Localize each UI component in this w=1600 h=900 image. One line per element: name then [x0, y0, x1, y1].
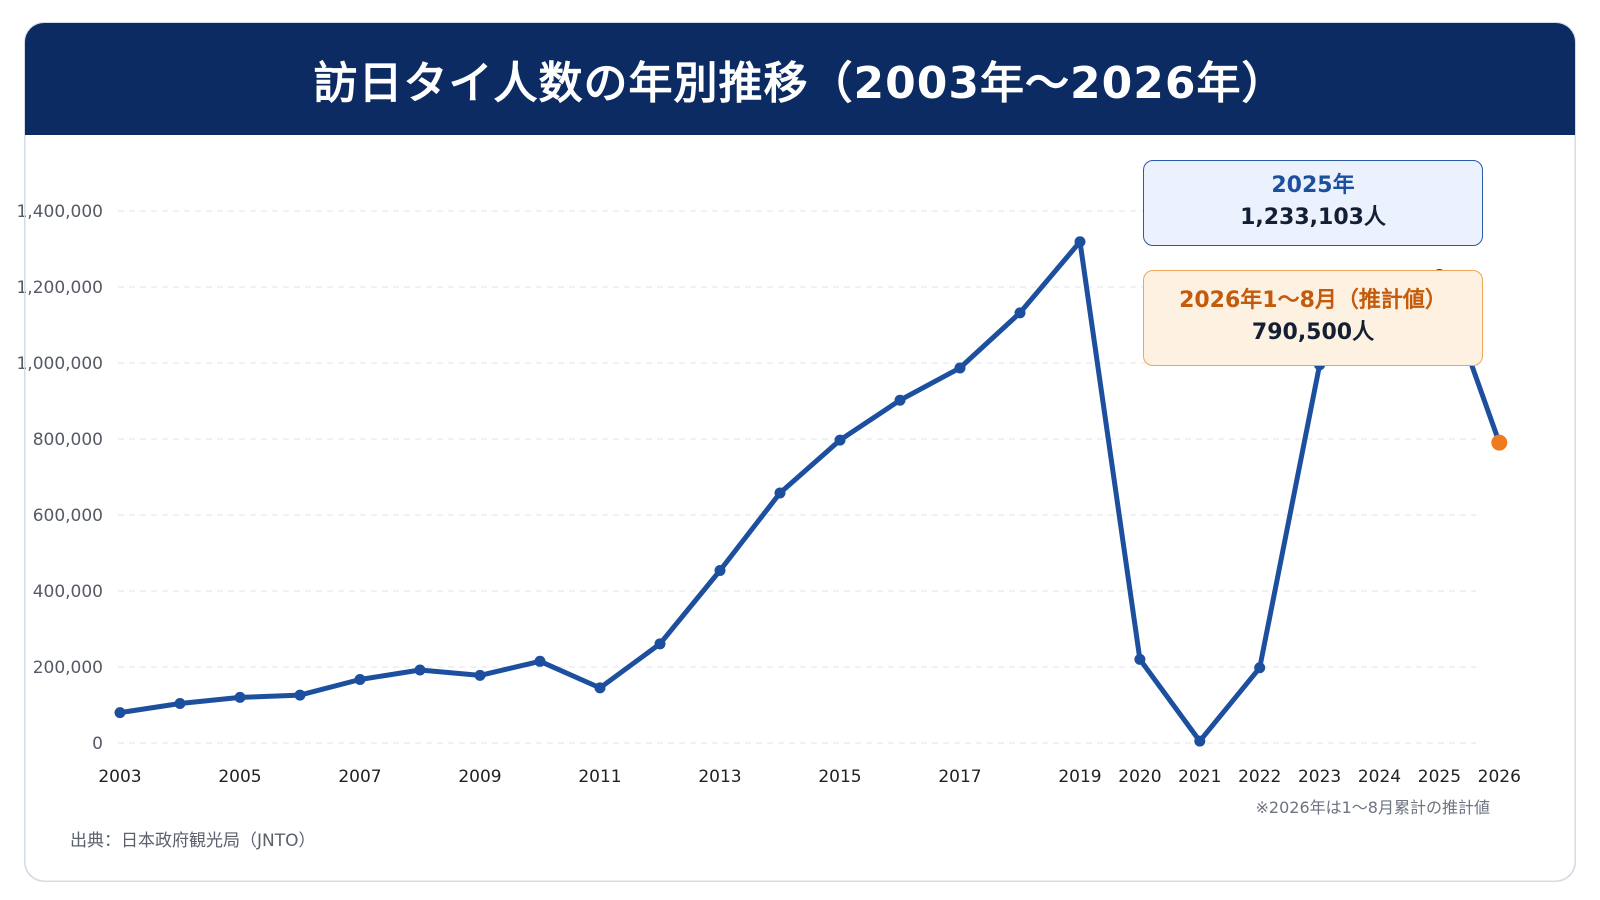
data-point — [174, 697, 186, 709]
data-point — [1074, 236, 1086, 248]
x-tick-label: 2011 — [578, 767, 621, 787]
data-point — [534, 655, 546, 667]
y-tick-label: 200,000 — [33, 658, 103, 678]
y-tick-label: 400,000 — [33, 582, 103, 602]
data-point — [654, 638, 666, 650]
y-tick-label: 1,000,000 — [16, 354, 103, 374]
x-tick-label: 2007 — [338, 767, 381, 787]
x-tick-label: 2009 — [458, 767, 501, 787]
estimate-note: ※2026年は1〜8月累計の推計値 — [1255, 798, 1491, 817]
data-point — [234, 691, 246, 703]
x-tick-label: 2025 — [1418, 767, 1461, 787]
card-background — [24, 22, 1576, 882]
callout-2026-value: 790,500人 — [1251, 320, 1375, 345]
callout-2025-value: 1,233,103人 — [1240, 205, 1386, 230]
y-tick-label: 800,000 — [33, 430, 103, 450]
callout-2025-label: 2025年 — [1271, 173, 1355, 198]
x-tick-label: 2005 — [218, 767, 261, 787]
x-tick-label: 2013 — [698, 767, 741, 787]
x-tick-label: 2023 — [1298, 767, 1341, 787]
x-tick-label: 2022 — [1238, 767, 1281, 787]
data-point — [834, 434, 846, 446]
y-tick-label: 1,200,000 — [16, 278, 103, 298]
data-point — [1134, 653, 1146, 665]
data-point — [474, 669, 486, 681]
data-point — [114, 707, 126, 719]
callout-2025: 2025年 1,233,103人 — [1143, 160, 1483, 246]
data-point — [594, 682, 606, 694]
x-tick-label: 2026 — [1478, 767, 1521, 787]
data-point — [954, 362, 966, 374]
data-point — [714, 564, 726, 576]
x-tick-label: 2024 — [1358, 767, 1401, 787]
data-point — [354, 674, 366, 686]
x-tick-label: 2017 — [938, 767, 981, 787]
x-tick-label: 2019 — [1058, 767, 1101, 787]
data-point — [1014, 307, 1026, 319]
y-tick-label: 600,000 — [33, 506, 103, 526]
callout-2026-label: 2026年1〜8月（推計値） — [1179, 288, 1447, 313]
data-point — [294, 689, 306, 701]
data-point — [894, 394, 906, 406]
estimate-point-2026 — [1491, 434, 1508, 451]
y-tick-label: 1,400,000 — [16, 202, 103, 222]
x-tick-label: 2021 — [1178, 767, 1221, 787]
y-tick-label: 0 — [92, 734, 103, 754]
data-point — [774, 487, 786, 499]
data-point — [414, 664, 426, 676]
x-tick-label: 2003 — [98, 767, 141, 787]
series-line — [117, 239, 1502, 744]
callout-2026-estimate: 2026年1〜8月（推計値） 790,500人 — [1143, 270, 1483, 366]
data-point — [1194, 735, 1206, 747]
data-point — [1254, 662, 1266, 674]
x-tick-label: 2020 — [1118, 767, 1161, 787]
x-tick-label: 2015 — [818, 767, 861, 787]
source-credit: 出典：日本政府観光局（JNTO） — [70, 831, 316, 851]
